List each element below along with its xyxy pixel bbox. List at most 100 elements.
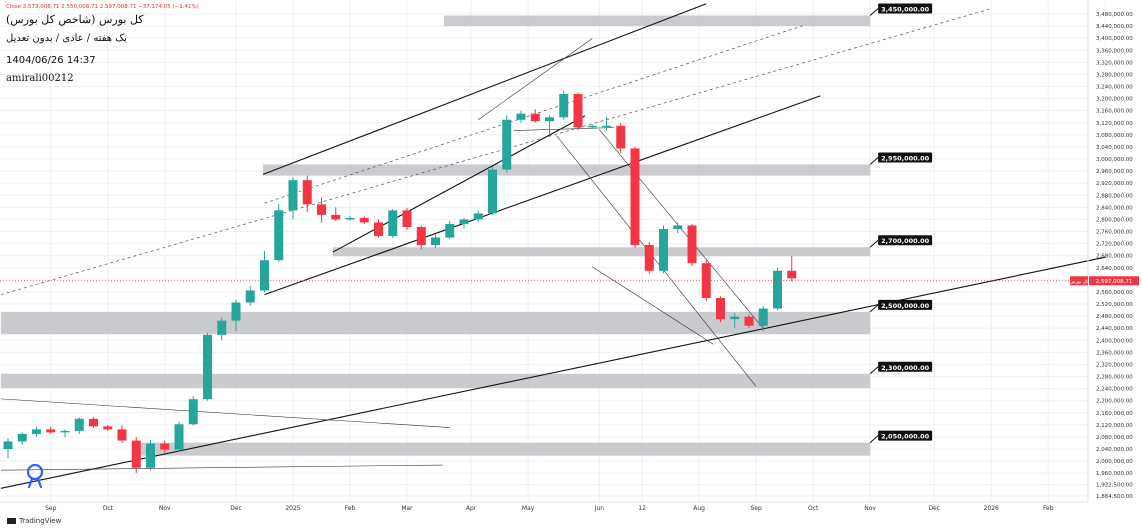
zone-label-bg — [878, 361, 933, 372]
candle-body — [160, 443, 170, 450]
candle-up — [602, 116, 611, 131]
x-tick-label: 2026 — [984, 505, 999, 512]
candle-up — [758, 306, 768, 332]
y-tick-label: 2,240,000.00 — [1096, 387, 1133, 393]
trend-line — [264, 24, 807, 204]
author-name: amirali00212 — [6, 73, 74, 84]
zone-label-connector — [869, 239, 879, 248]
candle-up — [730, 313, 740, 329]
candle-body — [331, 214, 341, 220]
tradingview-logo-icon — [7, 518, 16, 524]
candle-up — [559, 91, 569, 120]
candle-body — [716, 297, 725, 320]
trend-line — [592, 266, 714, 345]
x-tick-label: Nov — [159, 505, 171, 512]
y-tick-label: 2,680,000.00 — [1096, 254, 1133, 260]
candle-body — [260, 260, 269, 291]
candle-body — [773, 270, 782, 309]
candle-up — [260, 251, 269, 293]
y-tick-label: 2,280,000.00 — [1096, 375, 1133, 381]
brand-label: TradingView — [19, 517, 62, 525]
candle-down — [687, 223, 697, 267]
candle-body — [359, 217, 369, 223]
candle-body — [117, 429, 127, 441]
candle-up — [345, 215, 355, 221]
candle-body — [217, 320, 227, 335]
x-tick-label: Aug — [693, 505, 705, 512]
candle-body — [459, 219, 469, 224]
candle-body — [516, 113, 526, 120]
candle-up — [431, 234, 440, 249]
y-tick-label: 2,640,000.00 — [1096, 266, 1133, 272]
y-tick-label: 3,480,000.00 — [1096, 12, 1133, 18]
candle-up — [188, 396, 198, 426]
x-tick-label: Sep — [45, 505, 57, 512]
tradingview-brand[interactable]: TradingView — [7, 517, 61, 525]
trend-line — [264, 95, 821, 296]
zone-label: 3,450,000.00 — [881, 6, 930, 14]
candle-body — [630, 148, 640, 246]
candle-body — [60, 430, 70, 433]
y-tick-label: 3,280,000.00 — [1096, 72, 1133, 78]
candle-body — [573, 94, 583, 128]
candle-down — [302, 175, 312, 212]
y-tick-label: 3,240,000.00 — [1096, 85, 1133, 91]
candle-body — [302, 180, 312, 205]
y-tick-label: 2,960,000.00 — [1096, 169, 1133, 175]
x-tick-label: Dec — [928, 505, 940, 512]
symbol-title: کل بورس (شاخص کل بورس) — [6, 13, 144, 26]
candle-body — [559, 94, 569, 118]
y-tick-label: 2,920,000.00 — [1096, 181, 1133, 187]
zone-rect — [0, 311, 871, 335]
candle-up — [459, 217, 469, 229]
y-tick-label: 2,760,000.00 — [1096, 230, 1133, 236]
candle-body — [146, 443, 155, 468]
candle-up — [74, 417, 84, 434]
y-tick-label: 2,360,000.00 — [1096, 350, 1133, 356]
support-resistance-zones — [0, 15, 871, 456]
last-price-name-tag — [1070, 276, 1088, 286]
candle-body — [545, 117, 554, 122]
y-tick-label: 3,440,000.00 — [1096, 24, 1133, 30]
candle-body — [431, 237, 440, 246]
x-tick-label: 12 — [638, 505, 646, 512]
y-tick-label: 3,080,000.00 — [1096, 133, 1133, 139]
candle-up — [673, 222, 683, 234]
grid — [0, 0, 1106, 502]
candle-up — [502, 115, 512, 173]
candle-body — [174, 424, 184, 450]
candle-up — [473, 210, 483, 223]
trend-line — [513, 127, 614, 131]
zone-label: 2,700,000.00 — [881, 237, 930, 245]
x-tick-label: Oct — [103, 505, 114, 512]
y-tick-label: 2,840,000.00 — [1096, 205, 1133, 211]
candle-body — [644, 245, 654, 271]
y-tick-label: 1,960,000.00 — [1096, 471, 1133, 477]
y-tick-label: 3,200,000.00 — [1096, 97, 1133, 103]
zone-label: 2,300,000.00 — [881, 364, 930, 372]
candle-body — [274, 210, 284, 261]
x-tick-label: Dec — [230, 505, 242, 512]
candle-down — [117, 425, 127, 443]
lens-icon[interactable] — [26, 463, 44, 489]
y-tick-label: 2,120,000.00 — [1096, 423, 1133, 429]
candle-body — [602, 125, 611, 127]
zone-label-connector — [869, 8, 879, 16]
y-tick-label: 3,040,000.00 — [1096, 145, 1133, 151]
x-tick-label: Feb — [1043, 505, 1054, 512]
zone-label: 2,950,000.00 — [881, 154, 930, 162]
candle-body — [673, 225, 683, 230]
candle-down — [530, 109, 540, 123]
trend-line — [556, 135, 757, 387]
y-tick-label: 2,480,000.00 — [1096, 314, 1133, 320]
candle-up — [445, 220, 455, 240]
candle-body — [758, 308, 768, 326]
candle-up — [3, 438, 13, 459]
x-axis: Sep Oct Nov Dec 2025 Feb Mar Apr May Jun 12 Aug Sep O… — [0, 501, 1088, 512]
y-tick-label: 2,080,000.00 — [1096, 435, 1133, 441]
x-tick-label: 2025 — [285, 505, 300, 512]
zone-label-connector — [869, 157, 879, 165]
candle-body — [388, 210, 398, 237]
candle-body — [616, 125, 626, 149]
